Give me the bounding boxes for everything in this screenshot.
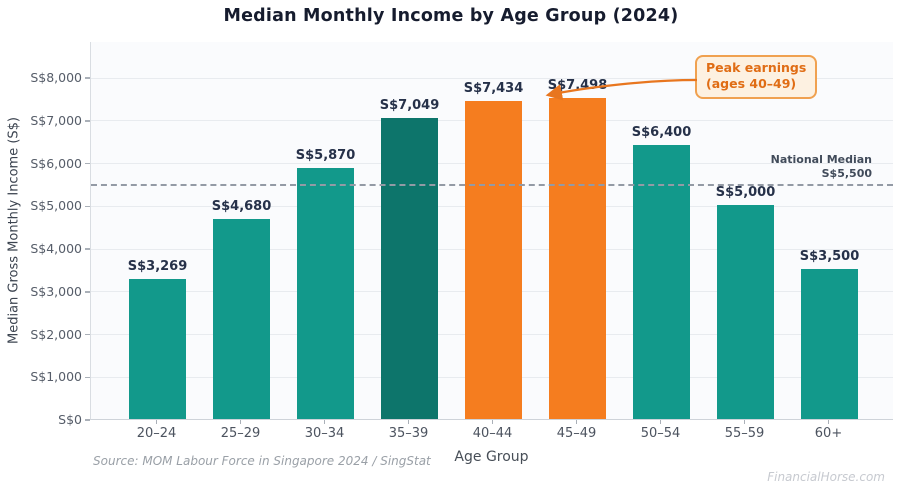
x-axis-title: Age Group xyxy=(454,449,529,465)
y-tick-label: S$3,000 xyxy=(30,283,82,299)
bar-45–49 xyxy=(549,98,606,419)
bar-value-label: S$3,500 xyxy=(799,249,860,265)
source-note: Source: MOM Labour Force in Singapore 20… xyxy=(93,454,431,468)
bar-value-label: S$7,049 xyxy=(379,97,440,113)
plot-area: S$3,269 S$4,680 S$5,870 S$7,049 S$7,434 S$7,4… xyxy=(90,42,893,420)
bar-60+ xyxy=(801,269,858,419)
x-tick-label: 55–59 xyxy=(724,426,765,441)
y-tick-mark xyxy=(85,77,90,79)
chart-title: Median Monthly Income by Age Group (2024… xyxy=(223,6,679,26)
bar-value-label: S$7,498 xyxy=(547,78,608,94)
x-tick-mark xyxy=(575,420,578,424)
y-tick-label: S$7,000 xyxy=(30,112,82,128)
bar-55–59 xyxy=(717,205,774,419)
x-tick-mark xyxy=(239,420,242,424)
y-tick-label: S$1,000 xyxy=(30,369,82,385)
bar-value-label: S$5,870 xyxy=(295,148,356,164)
bar-35–39 xyxy=(381,117,438,419)
y-tick-label: S$8,000 xyxy=(30,70,82,85)
peak-earnings-line2: (ages 40–49) xyxy=(706,76,797,92)
national-median-label-line2: S$5,500 xyxy=(821,167,872,181)
x-tick-mark xyxy=(491,420,494,424)
y-tick-mark xyxy=(85,248,90,250)
x-tick-label: 30–34 xyxy=(304,426,345,441)
x-tick-label: 50–54 xyxy=(640,426,681,441)
bar-value-label: S$4,680 xyxy=(211,198,272,214)
y-tick-label: S$2,000 xyxy=(30,326,82,342)
x-tick-mark xyxy=(827,420,830,424)
bar-20–24 xyxy=(129,279,186,419)
y-axis-title: Median Gross Monthly Income (S$) xyxy=(6,117,22,345)
x-tick-label: 25–29 xyxy=(220,426,261,441)
x-tick-mark xyxy=(659,420,662,424)
national-median-label-line1: National Median xyxy=(770,153,872,166)
y-tick-mark xyxy=(85,333,90,336)
y-tick-label: S$4,000 xyxy=(30,241,82,256)
bar-30–34 xyxy=(297,168,354,419)
x-tick-mark xyxy=(155,420,158,424)
peak-earnings-line1: Peak earnings xyxy=(706,60,807,75)
y-tick-label: S$0 xyxy=(58,412,82,427)
y-tick-label: S$5,000 xyxy=(30,198,82,214)
x-tick-label: 60+ xyxy=(814,426,843,441)
y-tick-mark xyxy=(85,419,90,421)
bar-25–29 xyxy=(213,218,270,419)
watermark: FinancialHorse.com xyxy=(767,470,885,484)
x-tick-mark xyxy=(407,420,410,424)
national-median-label: National Median S$5,500 xyxy=(771,153,872,182)
x-tick-mark xyxy=(323,420,326,424)
y-tick-mark xyxy=(85,291,90,293)
bar-value-label: S$3,269 xyxy=(127,259,188,275)
bar-value-label: S$7,434 xyxy=(463,81,524,97)
bar-value-label: S$6,400 xyxy=(631,125,692,141)
y-tick-label: S$6,000 xyxy=(30,155,82,171)
x-tick-label: 35–39 xyxy=(388,426,429,441)
y-tick-mark xyxy=(85,120,90,122)
gridline xyxy=(91,77,893,79)
x-tick-label: 40–44 xyxy=(472,426,513,441)
x-tick-label: 45–49 xyxy=(556,426,597,441)
y-tick-mark xyxy=(85,162,90,165)
national-median-line xyxy=(91,183,893,186)
bar-40–44 xyxy=(465,101,522,419)
y-tick-mark xyxy=(85,205,90,207)
y-tick-mark xyxy=(85,376,90,378)
peak-earnings-callout: Peak earnings (ages 40–49) xyxy=(695,55,818,99)
x-tick-label: 20–24 xyxy=(136,426,177,441)
x-tick-mark xyxy=(743,420,746,424)
bar-50–54 xyxy=(633,145,690,419)
bar-value-label: S$5,000 xyxy=(715,185,776,201)
